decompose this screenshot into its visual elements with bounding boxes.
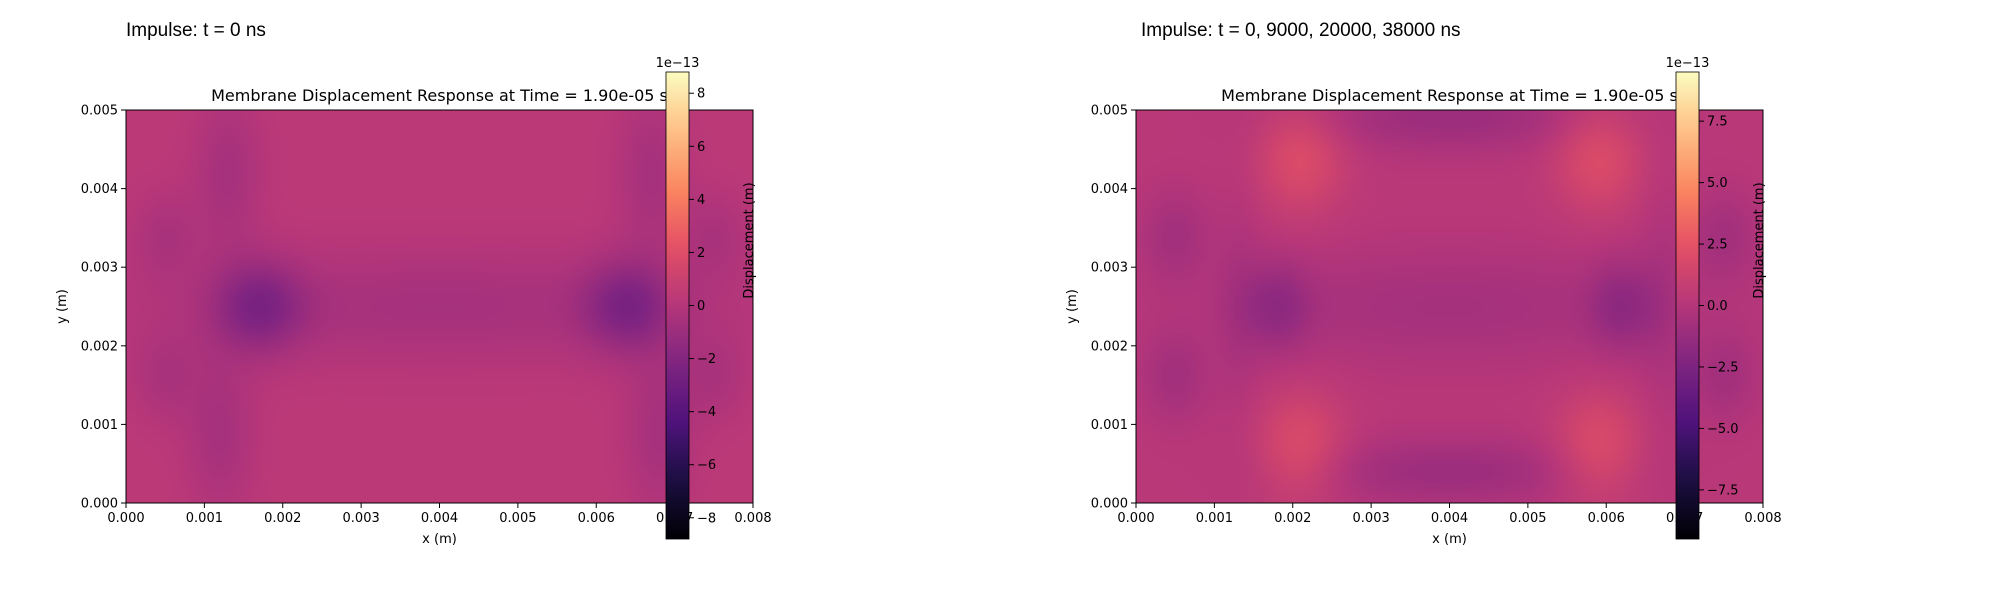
x-tick-label: 0.004 [421, 511, 458, 526]
colorbar-tick-label: −8 [697, 511, 716, 526]
chart-title: Membrane Displacement Response at Time =… [211, 86, 668, 105]
x-tick-label: 0.000 [1117, 511, 1154, 526]
panel-single-impulse: Impulse: t = 0 ns Membrane Displacement … [55, 20, 772, 547]
chart-title: Membrane Displacement Response at Time =… [1221, 86, 1678, 105]
colorbar-tick-label: 8 [697, 87, 705, 102]
y-tick-label: 0.000 [81, 497, 118, 512]
x-axis-label: x (m) [1432, 532, 1467, 547]
x-tick-label: 0.001 [1196, 511, 1233, 526]
colorbar-offset-text: 1e−13 [656, 56, 700, 71]
colorbar-tick-label: 0.0 [1707, 299, 1728, 314]
x-tick-label: 0.002 [264, 511, 301, 526]
y-tick-label: 0.001 [81, 418, 118, 433]
y-axis-label: y (m) [1065, 289, 1080, 324]
heatmap-chart: Membrane Displacement Response at Time =… [55, 56, 772, 547]
colorbar-tick-label: 2 [697, 246, 705, 261]
heatmap-image [1136, 110, 1763, 503]
y-tick-label: 0.002 [81, 339, 118, 354]
y-tick-label: 0.003 [1091, 261, 1128, 276]
y-tick-label: 0.004 [81, 182, 118, 197]
heatmap-chart: Membrane Displacement Response at Time =… [1065, 56, 1782, 547]
colorbar-tick-label: 7.5 [1707, 115, 1728, 130]
x-tick-label: 0.000 [107, 511, 144, 526]
colorbar-tick-label: −6 [697, 458, 716, 473]
colorbar-tick-label: −7.5 [1707, 483, 1739, 498]
colorbar-tick-label: −5.0 [1707, 422, 1739, 437]
colorbar [1675, 71, 1700, 540]
y-tick-label: 0.000 [1091, 497, 1128, 512]
x-tick-label: 0.008 [734, 511, 771, 526]
colorbar [665, 71, 690, 540]
x-tick-label: 0.004 [1431, 511, 1468, 526]
colorbar-tick-label: 6 [697, 140, 705, 155]
colorbar-tick-label: −2 [697, 352, 716, 367]
x-tick-label: 0.006 [1588, 511, 1625, 526]
x-tick-label: 0.003 [1353, 511, 1390, 526]
colorbar-tick-label: 5.0 [1707, 176, 1728, 191]
y-tick-label: 0.005 [81, 104, 118, 119]
panel-multi-impulse: Impulse: t = 0, 9000, 20000, 38000 ns Me… [1010, 0, 2000, 600]
y-tick-label: 0.005 [1091, 104, 1128, 119]
x-tick-label: 0.006 [578, 511, 615, 526]
panel-heading: Impulse: t = 0 ns [126, 20, 266, 41]
x-tick-label: 0.005 [499, 511, 536, 526]
x-tick-label: 0.001 [186, 511, 223, 526]
colorbar-label: Displacement (m) [1752, 182, 1767, 298]
x-tick-label: 0.003 [343, 511, 380, 526]
colorbar-label: Displacement (m) [742, 182, 757, 298]
colorbar-tick-label: 0 [697, 299, 705, 314]
y-tick-label: 0.001 [1091, 418, 1128, 433]
y-axis-label: y (m) [55, 289, 70, 324]
heatmap-image [126, 110, 753, 503]
x-axis-label: x (m) [422, 532, 457, 547]
y-tick-label: 0.002 [1091, 339, 1128, 354]
y-tick-label: 0.003 [81, 261, 118, 276]
x-tick-label: 0.002 [1274, 511, 1311, 526]
colorbar-offset-text: 1e−13 [1666, 56, 1710, 71]
colorbar-tick-label: −2.5 [1707, 360, 1739, 375]
x-tick-label: 0.005 [1509, 511, 1546, 526]
panel-heading: Impulse: t = 0, 9000, 20000, 38000 ns [1141, 20, 1461, 41]
colorbar-tick-label: 2.5 [1707, 238, 1728, 253]
colorbar-tick-label: −4 [697, 405, 716, 420]
x-tick-label: 0.008 [1744, 511, 1781, 526]
colorbar-tick-label: 4 [697, 193, 705, 208]
y-tick-label: 0.004 [1091, 182, 1128, 197]
